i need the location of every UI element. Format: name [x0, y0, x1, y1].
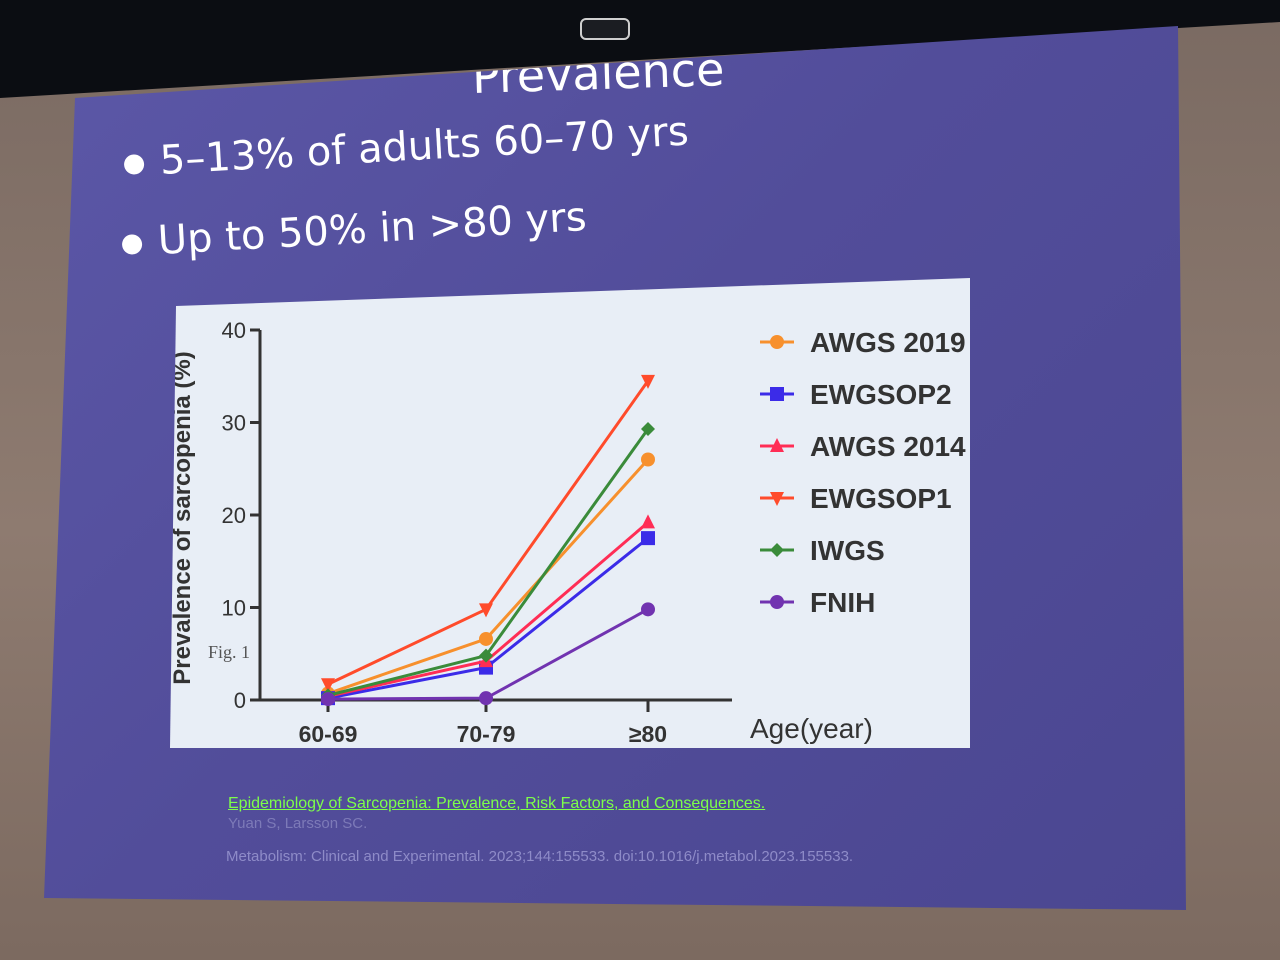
bullet-1-text: 5–13% of adults 60–70 yrs — [158, 108, 690, 184]
bullet-dot-icon — [123, 153, 145, 175]
series-point — [770, 387, 784, 401]
x-tick-label: ≥80 — [629, 721, 667, 747]
series-point — [641, 602, 655, 617]
bullet-2-text: Up to 50% in >80 yrs — [156, 194, 588, 264]
legend-label: EWGSOP1 — [810, 483, 952, 514]
y-tick-label: 40 — [222, 318, 246, 343]
y-axis-label: Prevalence of sarcopenia (%) — [170, 351, 196, 684]
x-tick-label: 60-69 — [299, 721, 358, 747]
y-tick-label: 30 — [222, 411, 246, 436]
y-tick-label: 0 — [234, 688, 246, 713]
series-point — [770, 543, 784, 557]
projector-icon — [580, 18, 630, 40]
series-point — [770, 335, 784, 349]
y-tick-label: 20 — [222, 503, 246, 528]
series-point — [641, 452, 655, 467]
series-point — [479, 603, 493, 618]
citation-link[interactable]: Epidemiology of Sarcopenia: Prevalence, … — [228, 795, 766, 812]
series-point — [641, 374, 655, 389]
series-point — [641, 531, 655, 546]
citation-journal: Metabolism: Clinical and Experimental. 2… — [226, 848, 854, 865]
chart-panel: 0 10 20 30 40 60-69 70-79 ≥80 Prevalence of sarc… — [170, 278, 970, 748]
series-point — [770, 438, 784, 452]
legend-label: IWGS — [810, 535, 885, 566]
x-tick-label: 70-79 — [457, 721, 516, 747]
series-point — [641, 514, 655, 529]
prevalence-chart: 0 10 20 30 40 60-69 70-79 ≥80 Prevalence of sarc… — [170, 318, 966, 747]
bullet-1: 5–13% of adults 60–70 yrs — [123, 108, 690, 185]
bullet-dot-icon — [121, 233, 143, 255]
legend-label: FNIH — [810, 587, 875, 618]
legend-label: AWGS 2019 — [810, 327, 966, 358]
citation-authors: Yuan S, Larsson SC. — [228, 815, 368, 832]
series-point — [770, 492, 784, 506]
x-axis-label: Age(year) — [750, 713, 873, 744]
bullet-2: Up to 50% in >80 yrs — [121, 194, 588, 266]
legend-label: AWGS 2014 — [810, 431, 966, 462]
series-point — [479, 691, 493, 706]
legend-label: EWGSOP2 — [810, 379, 952, 410]
inset-figure-label: Fig. 1 — [208, 642, 250, 662]
series-point — [321, 678, 335, 693]
series-point — [321, 692, 335, 707]
series-point — [641, 421, 655, 436]
series-point — [479, 648, 493, 663]
series-point — [479, 631, 493, 646]
series-point — [770, 595, 784, 609]
y-tick-label: 10 — [222, 596, 246, 621]
